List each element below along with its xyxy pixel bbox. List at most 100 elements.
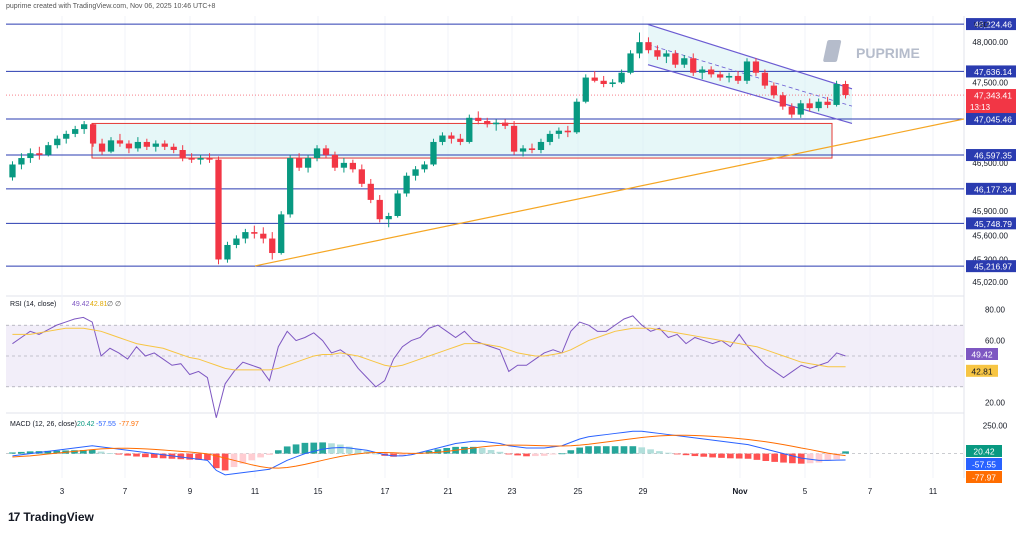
candle-body [734,75,742,81]
x-tick-label: 23 [508,487,517,496]
macd-histogram-bar [664,452,672,454]
trading-chart[interactable]: 48,000.00 47,500.00 46,500.00 45,900.00 45,6… [0,0,1024,500]
candle-body [18,158,25,165]
brand-watermark: P PUPRIME [823,40,920,62]
candle [215,156,222,265]
macd-histogram-bar [257,453,264,458]
candle [546,130,554,146]
candle [251,225,258,239]
candle [761,69,769,89]
candle-body [313,148,321,159]
macd-histogram-bar [266,453,273,455]
rsi-badge-label: 49.42 [971,350,993,360]
rsi-extra-values: ∅ ∅ [107,301,121,308]
channel-lower-line [647,64,853,125]
macd-histogram-bar [292,444,300,454]
x-tick-label: Nov [732,487,748,496]
candle [358,164,365,188]
macd-histogram-bar [80,450,87,454]
candle [179,145,186,162]
rsi-title: RSI (14, close) 49.42 42.81 ∅ ∅ [10,301,121,308]
macd-histogram-bar [71,450,78,454]
candle [313,145,321,162]
candle-body [63,133,70,139]
macd-histogram-bar [815,453,823,463]
candle [161,140,168,150]
candle [725,72,733,83]
candle-body [681,58,688,65]
level-price-badge: 47,045.46 [966,112,1016,125]
candle-body [107,140,115,152]
candle-body [761,72,769,86]
candle [89,123,97,147]
candle [448,132,455,144]
macd-pane [6,430,964,476]
candle [367,178,374,204]
candle-body [779,95,786,107]
macd-histogram-bar [390,453,397,457]
macd-line-value: -57.55 [96,421,116,428]
candle-body [385,216,392,220]
y-tick-label: 46,500.00 [972,159,1008,168]
level-badge-label: 47,636.14 [974,67,1012,77]
macd-histogram-bar [602,446,610,454]
candle [824,96,831,109]
macd-histogram-bar [833,453,841,460]
candle-body [573,101,580,133]
candle-body [197,158,204,160]
level-badge-bg [966,18,1016,31]
macd-line [12,430,846,476]
candle-body [708,69,715,75]
macd-signal-value: -77.97 [119,421,139,428]
x-tick-label: 17 [381,487,390,496]
candle-body [412,169,419,176]
candle-body [152,143,159,147]
candle-body [582,77,589,102]
candle [152,140,159,152]
brand-mark: P [841,45,850,60]
tradingview-logo[interactable]: 17 TradingView [8,510,94,524]
candle [224,241,231,263]
candle [98,138,106,155]
candle-body [618,72,625,83]
candle [197,154,204,165]
macd-histogram-bar [620,446,628,454]
level-badge-bg [966,65,1016,78]
candle-body [394,193,401,216]
level-price-badge: 47,636.14 [966,65,1016,78]
candle [618,69,625,84]
macd-histogram-bar [585,446,592,454]
x-tick-label: 15 [314,487,323,496]
macd-histogram-bar [461,446,468,454]
y-tick-label: 48,000.00 [972,38,1008,47]
candle-body [752,61,760,73]
candle-body [251,232,258,234]
tradingview-logo-icon: 17 [8,510,20,524]
macd-histogram-bar [195,453,202,460]
macd-histogram-bar [487,450,495,454]
trendlines [254,23,965,267]
macd-tick-label: 250.00 [983,422,1008,431]
support-resistance-levels [6,23,964,267]
macd-title: MACD (12, 26, close) 20.42 -57.55 -77.97 [10,421,139,428]
macd-histogram-bar [434,449,442,454]
macd-histogram-bar [532,453,539,457]
candle [36,146,43,160]
macd-histogram-bar [399,453,406,457]
macd-histogram-bar [44,450,52,454]
candle-body [797,103,804,115]
macd-histogram-bar [576,447,583,454]
candle-body [493,122,500,125]
brand-name: PUPRIME [856,45,920,61]
macd-histogram-bar [700,453,708,457]
level-badge-bg [966,217,1016,230]
rsi-badge-bg [966,364,998,377]
level-price-badge: 46,597.35 [966,149,1016,162]
macd-histogram-bar [221,453,229,471]
macd-histogram-bar [673,453,681,455]
candle [672,50,679,68]
rsi-badge-label: 42.81 [971,366,993,376]
candle [278,211,285,255]
macd-badge-label: -57.55 [972,460,996,470]
candle [349,159,356,173]
